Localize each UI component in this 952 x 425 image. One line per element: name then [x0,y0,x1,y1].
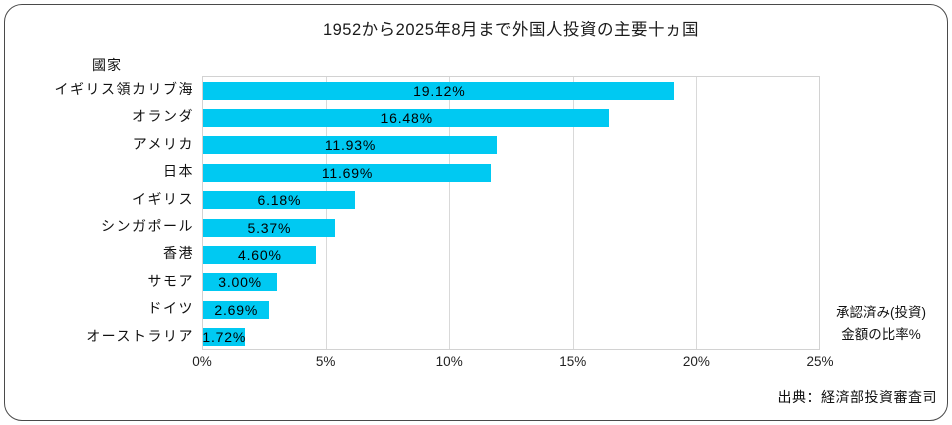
gridline [326,77,328,349]
bar-row: 11.69% [203,159,819,186]
bar[interactable] [203,136,497,155]
x-axis-note-line2: 金額の比率% [841,327,921,342]
gridline [572,77,574,349]
x-axis-note: 承認済み(投資) 金額の比率% [821,302,941,346]
category-label: 香港 [163,245,194,262]
bar-value-label: 16.48% [380,110,433,127]
bar[interactable] [203,273,277,292]
x-tick-label: 25% [806,354,834,369]
gridline [695,77,697,349]
category-label: サモア [147,272,194,289]
bar-row: 2.69% [203,296,819,323]
bar-row: 4.60% [203,241,819,268]
x-tick-label: 10% [435,354,463,369]
category-label: ドイツ [147,300,194,317]
bar[interactable] [203,300,270,319]
bar-value-label: 11.93% [324,137,377,154]
source-note: 出典：経済部投資審査司 [777,389,937,405]
category-labels: イギリス領カリブ海オランダアメリカ日本イギリスシンガポール香港サモアドイツオース… [0,76,194,350]
y-axis-title: 國家 [92,57,122,73]
bar-value-label: 4.60% [237,247,282,264]
bar[interactable] [203,81,675,100]
category-label: オーストラリア [86,327,194,344]
bar-value-label: 6.18% [257,192,302,209]
bar-value-label: 1.72% [202,329,247,346]
bar[interactable] [203,246,317,265]
chart-title: 1952から2025年8月まで外国人投資の主要十ヵ国 [322,21,700,39]
bar[interactable] [203,109,610,128]
bar[interactable] [203,218,336,237]
category-label: シンガポール [101,218,194,234]
bar-row: 6.18% [203,187,819,214]
bar-value-label: 3.00% [218,274,262,291]
x-axis-note-line1: 承認済み(投資) [836,305,926,320]
x-tick-label: 20% [682,354,710,369]
bar-row: 1.72% [202,324,819,351]
plot-area: 19.12% 16.48% 11.93% 11.69% 6.18% 5.37% 4.60% 3… [202,76,820,350]
bar-row: 11.93% [203,132,819,159]
x-tick-label: 15% [559,354,587,369]
x-tick-label: 5% [315,354,336,369]
bar-row: 5.37% [203,214,819,241]
bar-row: 19.12% [203,77,819,104]
bar[interactable] [203,191,356,210]
category-label: イギリス [132,190,194,207]
bar-row: 16.48% [203,104,819,131]
category-label: イギリス領カリブ海 [54,81,194,97]
category-label: 日本 [163,163,194,180]
x-tick-label: 0% [192,354,212,369]
category-label: アメリカ [132,135,194,152]
x-axis-ticks: 0% 5% 10% 15% 20% 25% [192,354,833,374]
bar[interactable] [203,163,492,182]
bar-value-label: 5.37% [247,219,292,236]
bar[interactable] [203,328,246,347]
bar-value-label: 2.69% [214,301,259,318]
gridline [449,77,451,349]
category-label: オランダ [132,108,194,125]
bar-row: 3.00% [203,269,819,296]
bar-value-label: 11.69% [321,164,374,181]
bar-value-label: 19.12% [413,82,466,99]
